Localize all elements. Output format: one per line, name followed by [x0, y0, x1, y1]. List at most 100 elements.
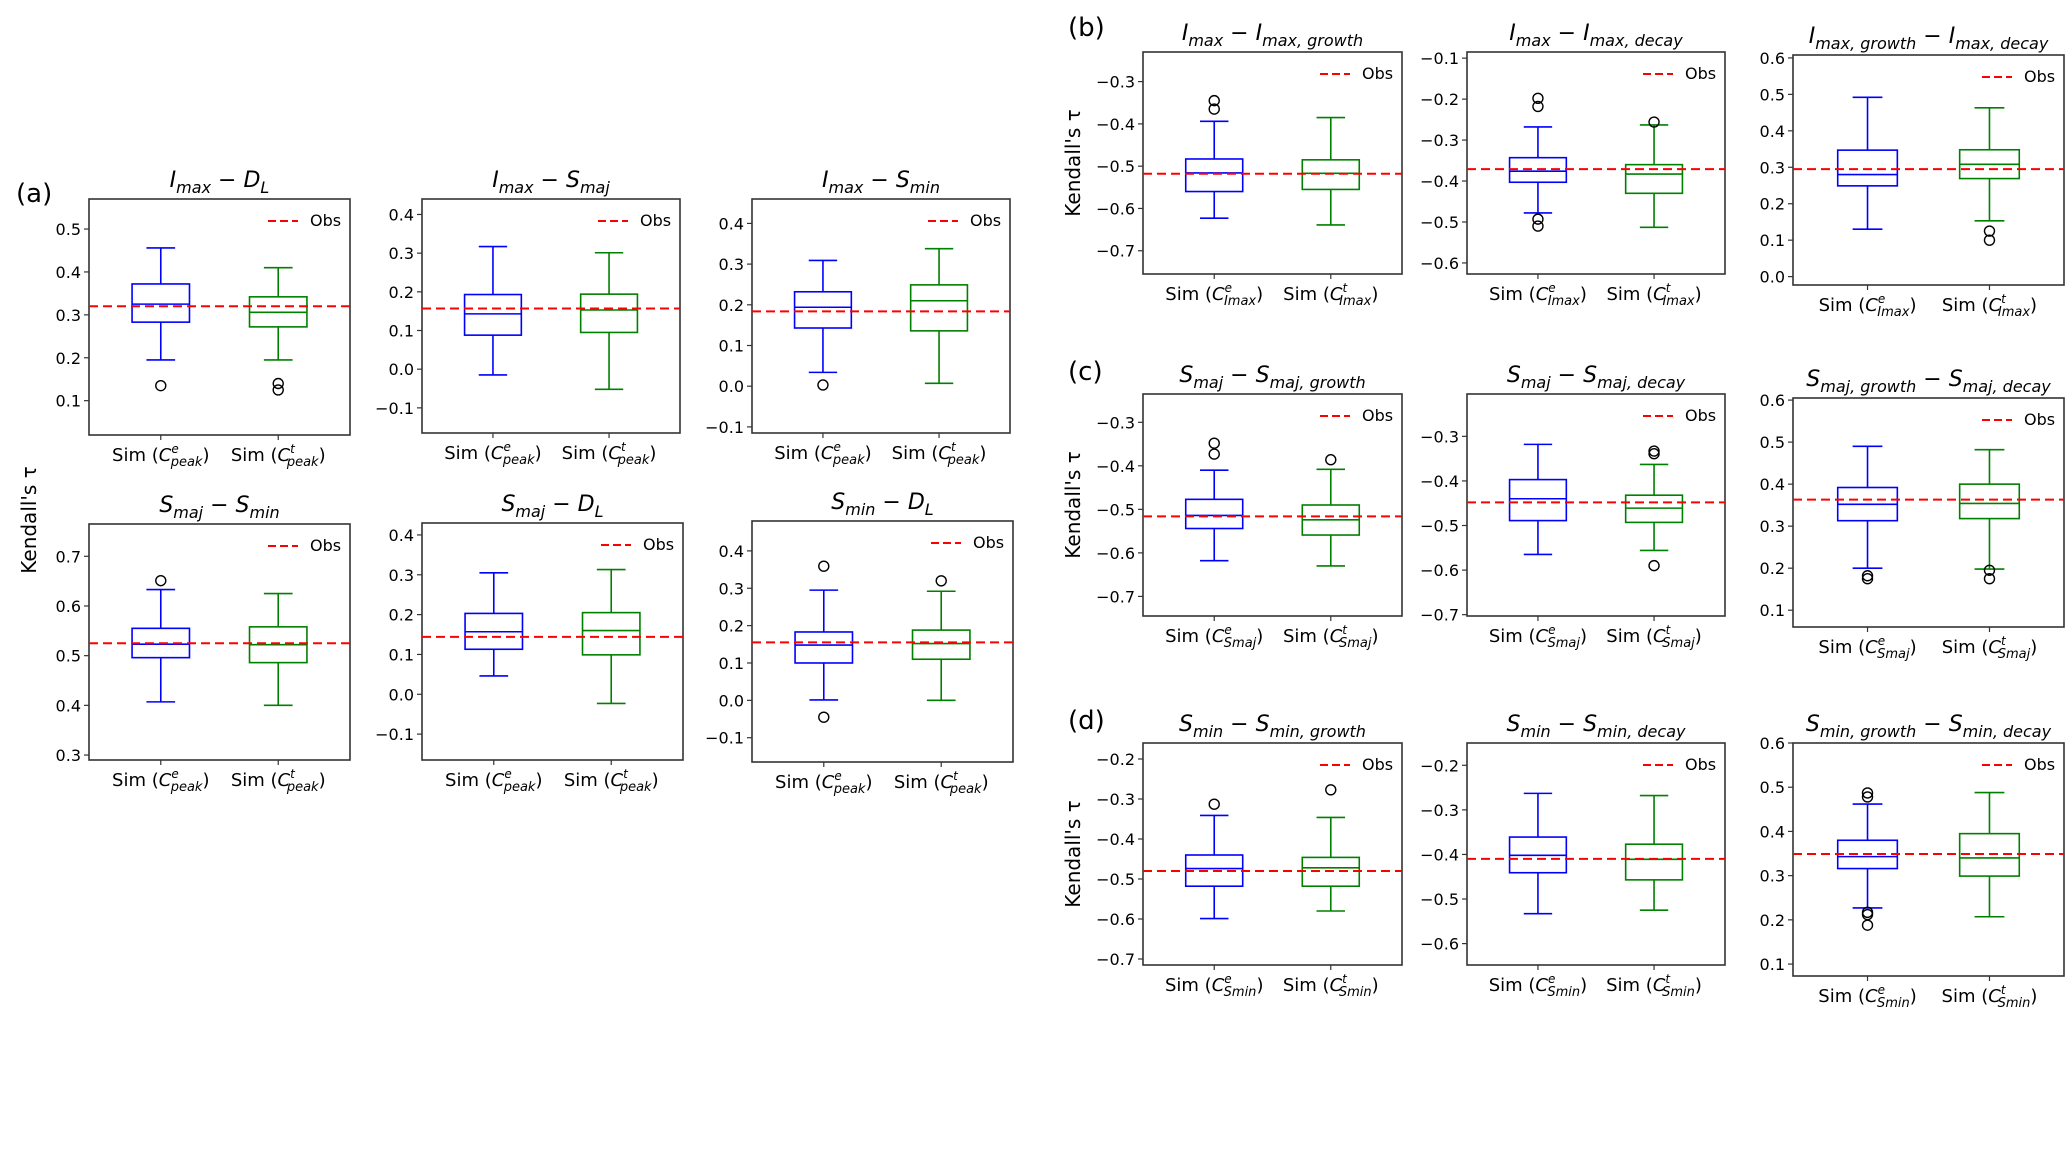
x-tick-label: Sim (Ce peak) [445, 767, 542, 795]
x-tick-label: Sim (Ct Smaj) [1283, 623, 1379, 651]
box-sim-t [909, 247, 969, 385]
y-axis-label-a: Kendall's τ [17, 466, 41, 573]
boxplot-panel: 0.1 0.2 0.3 0.4 0.5 0.6 Smaj, growth − Smaj, d… [1760, 367, 2065, 662]
box-sim-t [579, 251, 639, 391]
legend-obs-label: Obs [2024, 755, 2055, 774]
plot-frame [421, 198, 681, 434]
boxplot-panel: 0.1 0.2 0.3 0.4 0.5 Imax − DL Sim (Ce peak) Sim … [56, 168, 351, 470]
y-tick-label: −0.3 [1096, 413, 1135, 432]
panels-container: 0.1 0.2 0.3 0.4 0.5 Imax − DL Sim (Ce peak) Sim … [56, 21, 2065, 1011]
y-tick-label: −0.4 [1096, 115, 1135, 134]
plot-frame [88, 523, 351, 761]
y-tick-label: 0.2 [1760, 911, 1785, 930]
iqr-box [463, 293, 523, 336]
panel-title: Smaj − Smaj, growth [1179, 363, 1365, 392]
iqr-box [579, 293, 639, 334]
x-tick-label: Sim (Ct peak) [894, 769, 989, 797]
plot-frame [1142, 393, 1403, 617]
outlier-point [1208, 798, 1220, 810]
x-tick-label: Sim (Ce peak) [774, 440, 871, 468]
y-tick-label: 0.1 [56, 392, 81, 411]
x-tick-label: Sim (Ce Smaj) [1165, 623, 1263, 651]
y-tick-label: 0.4 [56, 263, 81, 282]
y-tick-label: 0.3 [719, 579, 744, 598]
legend-obs-label: Obs [1362, 64, 1393, 83]
box-sim-e [1508, 443, 1568, 556]
y-tick-label: 0.4 [1760, 822, 1785, 841]
x-tick-label: Sim (Ct Imax) [1606, 281, 1701, 309]
outlier-point [1983, 234, 1996, 246]
panel-label-d: (d) [1068, 706, 1105, 736]
plot-frame [1466, 51, 1726, 275]
panel-title: Smin − DL [831, 490, 933, 519]
plot-frame [1142, 742, 1403, 966]
legend-obs-label: Obs [973, 533, 1004, 552]
panel-title: Smin − Smin, growth [1179, 712, 1366, 741]
box-sim-e [1836, 445, 1899, 585]
outlier-point [1208, 94, 1220, 107]
plot-frame [421, 522, 684, 761]
y-tick-label: 0.0 [389, 360, 414, 379]
iqr-box [581, 611, 641, 656]
box-sim-e [794, 560, 854, 723]
y-tick-label: 0.4 [389, 205, 414, 224]
y-tick-label: −0.4 [1420, 172, 1459, 191]
y-tick-label: −0.7 [1420, 606, 1459, 625]
y-tick-label: 0.1 [719, 654, 744, 673]
x-tick-label: Sim (Ct Smaj) [1942, 634, 2038, 662]
box-sim-e [463, 245, 523, 376]
y-tick-label: 0.5 [56, 647, 81, 666]
y-tick-label: 0.4 [1760, 475, 1785, 494]
box-sim-e [1508, 792, 1568, 915]
iqr-box [1836, 149, 1899, 187]
legend-obs-label: Obs [310, 536, 341, 555]
y-tick-label: −0.4 [1096, 457, 1135, 476]
box-sim-t [248, 266, 308, 396]
x-tick-label: Sim (Ct Smaj) [1606, 623, 1702, 651]
y-tick-label: 0.2 [389, 606, 414, 625]
x-tick-label: Sim (Ce Imax) [1819, 292, 1917, 320]
y-tick-label: 0.0 [719, 691, 744, 710]
y-axis-label: Kendall's τ [1061, 451, 1085, 558]
y-tick-label: −0.7 [1096, 587, 1135, 606]
boxplot-panel: −0.1 0.0 0.1 0.2 0.3 0.4 Imax − Smaj Sim (Ce pea… [375, 168, 681, 468]
y-tick-label: 0.3 [1760, 867, 1785, 886]
legend-obs-label: Obs [1362, 755, 1393, 774]
outlier-point [1983, 572, 1996, 585]
x-tick-label: Sim (Ce peak) [775, 769, 872, 797]
boxplot-panel: −0.6 −0.5 −0.4 −0.3 −0.2 Smin − Smin, decay Si… [1420, 712, 1726, 1000]
plot-frame [88, 198, 351, 436]
outlier-point [818, 560, 830, 572]
boxplot-panel: −0.7 −0.6 −0.5 −0.4 −0.3 Imax − Imax, growth S… [1061, 21, 1403, 309]
outlier-point [1325, 454, 1337, 466]
y-tick-label: 0.3 [1760, 158, 1785, 177]
x-tick-label: Sim (Ct Smin) [1283, 972, 1379, 1000]
box-sim-t [911, 575, 971, 702]
y-tick-label: −0.1 [375, 725, 414, 744]
box-sim-t [1958, 107, 2021, 246]
y-tick-label: 0.3 [719, 255, 744, 274]
y-tick-label: 0.3 [56, 306, 81, 325]
panel-title: Smaj − Smin [159, 493, 279, 522]
y-tick-label: −0.6 [1420, 935, 1459, 954]
y-tick-label: −0.5 [1096, 870, 1135, 889]
legend-obs-label: Obs [2024, 410, 2055, 429]
y-tick-label: 0.2 [719, 617, 744, 636]
iqr-box [1624, 843, 1684, 881]
y-tick-label: −0.1 [375, 399, 414, 418]
x-tick-label: Sim (Ce Smaj) [1489, 623, 1587, 651]
plot-frame [1792, 397, 2065, 628]
outlier-point [1532, 100, 1544, 113]
x-tick-label: Sim (Ct Imax) [1283, 281, 1378, 309]
y-tick-label: −0.5 [1420, 213, 1459, 232]
box-sim-e [131, 247, 191, 392]
x-tick-label: Sim (Ce Smin) [1818, 983, 1917, 1011]
x-tick-label: Sim (Ct Imax) [1942, 292, 2037, 320]
iqr-box [793, 290, 853, 329]
outlier-point [1325, 784, 1337, 796]
y-tick-label: 0.0 [1760, 268, 1785, 287]
y-tick-label: 0.4 [719, 214, 744, 233]
box-sim-t [1624, 116, 1684, 229]
y-tick-label: 0.2 [1760, 559, 1785, 578]
